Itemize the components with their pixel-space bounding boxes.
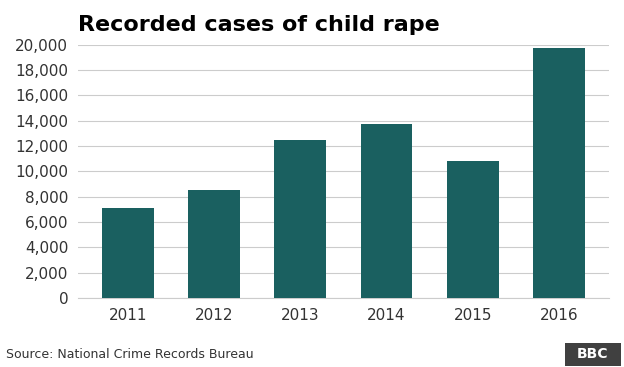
Bar: [188, 190, 240, 298]
Bar: [447, 161, 499, 298]
Text: Source: National Crime Records Bureau: Source: National Crime Records Bureau: [6, 348, 254, 361]
FancyBboxPatch shape: [565, 343, 621, 366]
Bar: [533, 48, 585, 298]
Bar: [102, 208, 154, 298]
Bar: [361, 124, 412, 298]
Text: BBC: BBC: [577, 347, 608, 361]
Text: Recorded cases of child rape: Recorded cases of child rape: [78, 15, 439, 35]
Bar: [275, 141, 326, 298]
